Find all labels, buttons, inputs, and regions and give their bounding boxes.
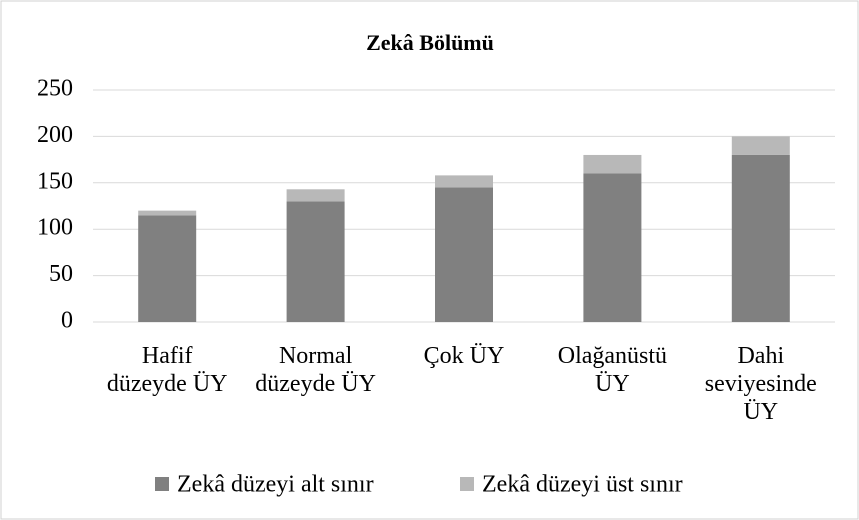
bar-segment xyxy=(731,154,790,322)
bar-segment xyxy=(138,215,197,322)
bar-segment xyxy=(583,154,642,174)
bar-segment xyxy=(435,175,493,188)
x-tick-label: Dahi seviyesinde ÜY xyxy=(704,343,817,425)
legend-swatch xyxy=(155,477,169,491)
y-tick-label: 150 xyxy=(37,168,73,194)
x-tick-label: Hafif düzeyde ÜY xyxy=(106,343,228,397)
bar-segment xyxy=(286,189,345,202)
bar-segment xyxy=(286,201,345,322)
bar-segment xyxy=(435,187,493,322)
y-tick-label: 100 xyxy=(37,215,73,241)
bar-segment xyxy=(731,136,790,155)
legend-label: Zekâ düzeyi üst sınır xyxy=(482,472,683,498)
x-tick-label: Olağanüstü ÜY xyxy=(557,343,668,397)
y-tick-label: 50 xyxy=(49,261,73,287)
y-tick-label: 250 xyxy=(37,76,73,102)
bar-segment xyxy=(583,173,642,322)
x-tick-label: Çok ÜY xyxy=(423,343,505,369)
x-tick-label: Normal düzeyde ÜY xyxy=(255,343,376,397)
y-tick-label: 0 xyxy=(61,308,73,334)
chart-title: Zekâ Bölümü xyxy=(366,30,494,55)
legend-swatch xyxy=(460,477,474,491)
y-tick-label: 200 xyxy=(37,122,73,148)
legend-label: Zekâ düzeyi alt sınır xyxy=(177,472,374,498)
bar-segment xyxy=(138,210,197,216)
